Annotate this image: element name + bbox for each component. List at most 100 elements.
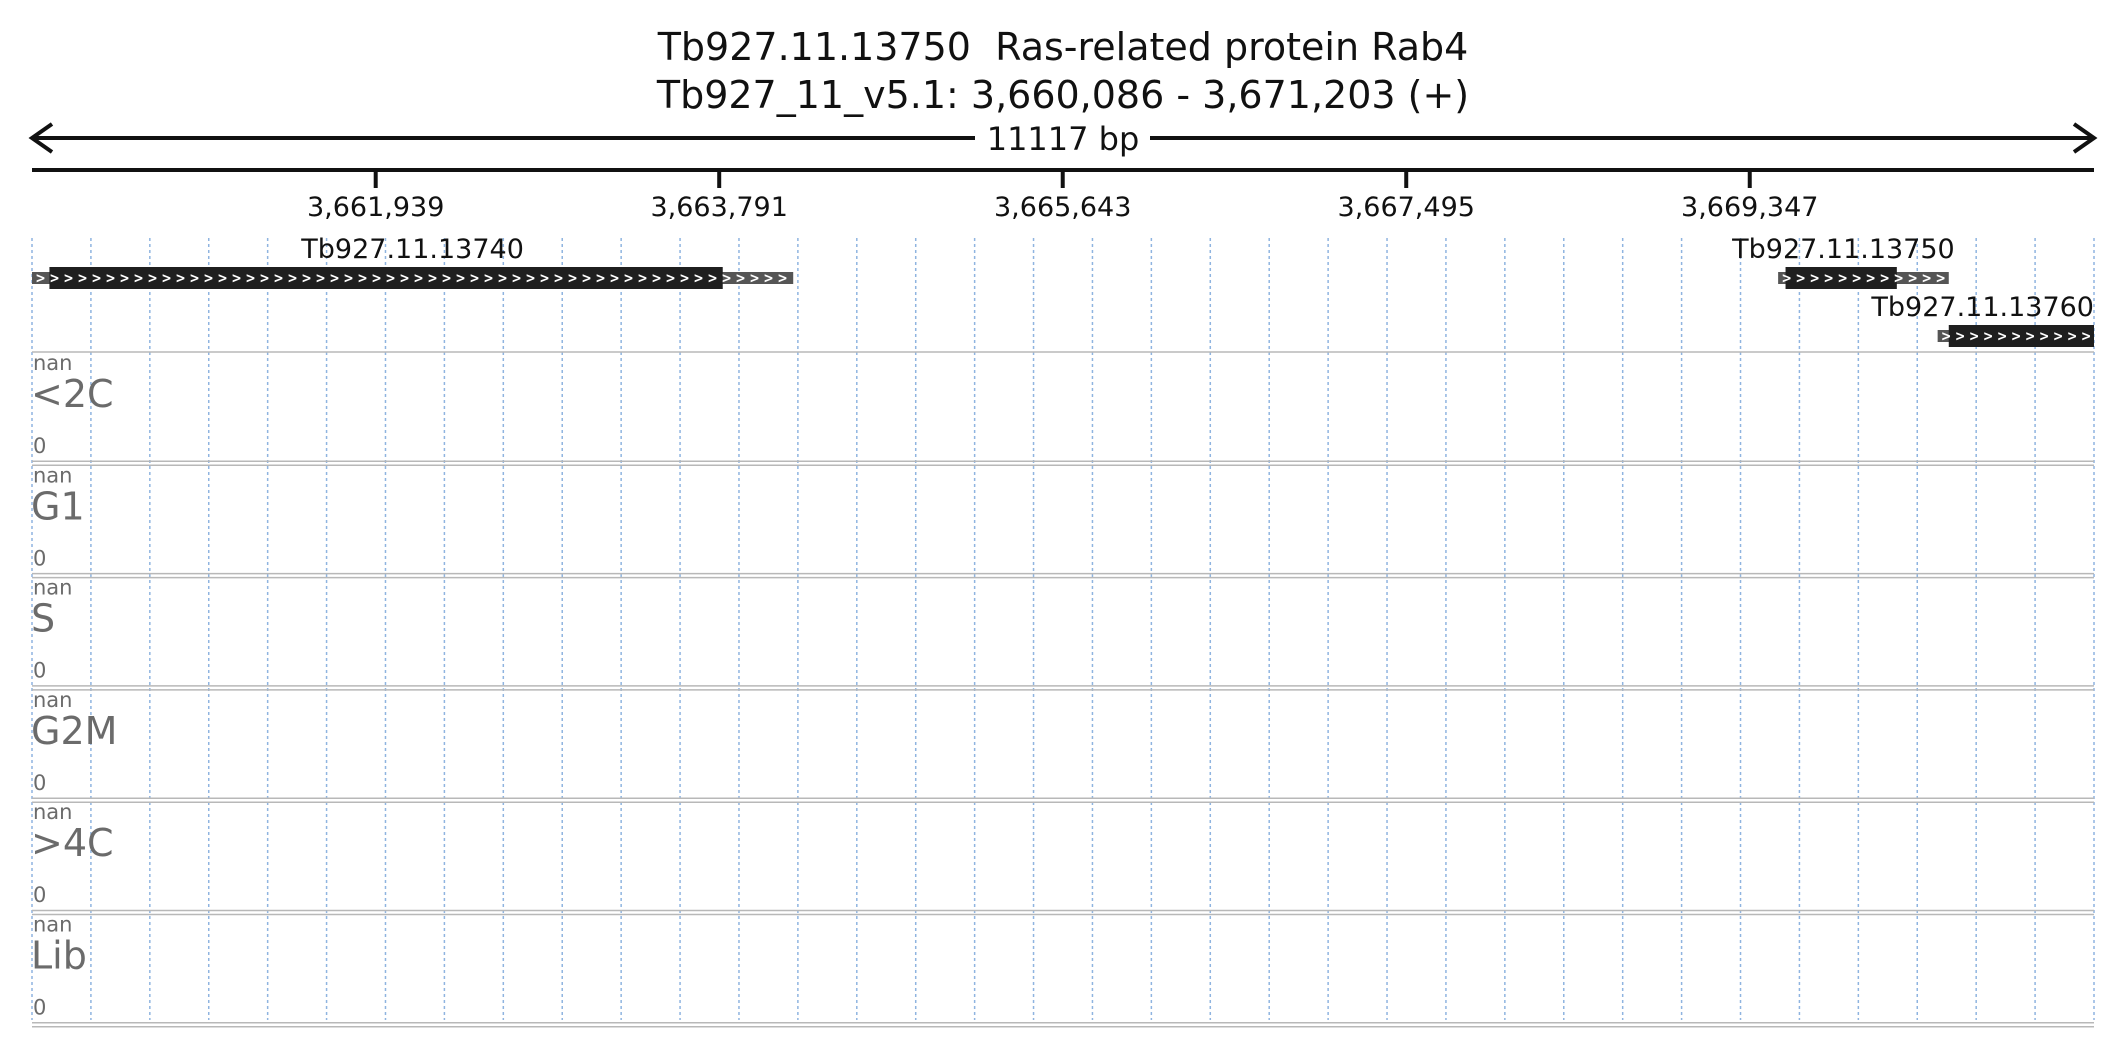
strand-arrow-icon: >	[414, 269, 423, 287]
strand-arrow-icon: >	[2068, 327, 2077, 345]
track-min-label: 0	[33, 546, 46, 570]
strand-arrow-icon: >	[2082, 327, 2091, 345]
strand-arrow-icon: >	[638, 269, 647, 287]
strand-arrow-icon: >	[428, 269, 437, 287]
strand-arrow-icon: >	[78, 269, 87, 287]
strand-arrow-icon: >	[610, 269, 619, 287]
gene-cds	[1948, 325, 2094, 347]
strand-arrow-icon: >	[372, 269, 381, 287]
track-min-label: 0	[33, 771, 46, 795]
gene-label: Tb927.11.13750	[1731, 234, 1955, 265]
strand-arrow-icon: >	[1838, 269, 1847, 287]
track-min-label: 0	[33, 883, 46, 907]
strand-arrow-icon: >	[1956, 327, 1965, 345]
strand-arrow-icon: >	[470, 269, 479, 287]
strand-arrow-icon: >	[456, 269, 465, 287]
strand-arrow-icon: >	[1782, 269, 1791, 287]
strand-arrow-icon: >	[442, 269, 451, 287]
strand-arrow-icon: >	[120, 269, 129, 287]
strand-arrow-icon: >	[92, 269, 101, 287]
strand-arrow-icon: >	[652, 269, 661, 287]
strand-arrow-icon: >	[582, 269, 591, 287]
strand-arrow-icon: >	[680, 269, 689, 287]
strand-arrow-icon: >	[2040, 327, 2049, 345]
track-max-label: nan	[33, 351, 73, 375]
track-name: S	[31, 597, 55, 641]
strand-arrow-icon: >	[1852, 269, 1861, 287]
strand-arrow-icon: >	[246, 269, 255, 287]
strand-arrow-icon: >	[498, 269, 507, 287]
strand-arrow-icon: >	[1984, 327, 1993, 345]
strand-arrow-icon: >	[736, 269, 745, 287]
strand-arrow-icon: >	[764, 269, 773, 287]
gene-label: Tb927.11.13740	[300, 234, 524, 265]
track-max-label: nan	[33, 576, 73, 600]
strand-arrow-icon: >	[2012, 327, 2021, 345]
track-name: <2C	[31, 372, 114, 416]
gene-Tb927.11.13760[interactable]: > > > > > > > > > > > Tb927.11.13760	[1870, 292, 2094, 347]
title-line-1: Tb927.11.13750 Ras-related protein Rab4	[657, 25, 1469, 69]
strand-arrow-icon: >	[64, 269, 73, 287]
axis-tick-label: 3,665,643	[994, 192, 1131, 223]
strand-arrow-icon: >	[106, 269, 115, 287]
strand-arrow-icon: >	[624, 269, 633, 287]
strand-arrow-icon: >	[190, 269, 199, 287]
strand-arrow-icon: >	[1894, 269, 1903, 287]
strand-arrow-icon: >	[2026, 327, 2035, 345]
strand-arrow-icon: >	[330, 269, 339, 287]
strand-arrow-icon: >	[568, 269, 577, 287]
strand-arrow-icon: >	[2054, 327, 2063, 345]
gene-cds	[1785, 267, 1897, 289]
strand-arrow-icon: >	[694, 269, 703, 287]
strand-arrow-icon: >	[36, 269, 45, 287]
track-name: Lib	[31, 934, 87, 978]
strand-arrow-icon: >	[1866, 269, 1875, 287]
strand-arrow-icon: >	[596, 269, 605, 287]
strand-arrow-icon: >	[666, 269, 675, 287]
axis-tick-label: 3,669,347	[1681, 192, 1818, 223]
strand-arrow-icon: >	[232, 269, 241, 287]
strand-arrow-icon: >	[1810, 269, 1819, 287]
track-min-label: 0	[33, 659, 46, 683]
gene-models: > > > > > > > > > > > > > > > > > > > > > > > > > > > > > > > > > > > > > > > >…	[32, 234, 2094, 347]
axis-tick-label: 3,661,939	[307, 192, 444, 223]
grid-lines	[31, 238, 2095, 1020]
strand-arrow-icon: >	[526, 269, 535, 287]
strand-arrow-icon: >	[218, 269, 227, 287]
strand-arrow-icon: >	[1796, 269, 1805, 287]
strand-arrow-icon: >	[1970, 327, 1979, 345]
track-max-label: nan	[33, 913, 73, 937]
gene-Tb927.11.13750[interactable]: > > > > > > > > > > > > Tb927.11.13750	[1731, 234, 1955, 289]
axis-tick-label: 3,663,791	[650, 192, 787, 223]
strand-arrow-icon: >	[1908, 269, 1917, 287]
strand-arrow-icon: >	[540, 269, 549, 287]
strand-arrow-icon: >	[1824, 269, 1833, 287]
strand-arrow-icon: >	[386, 269, 395, 287]
track-max-label: nan	[33, 800, 73, 824]
strand-arrow-icon: >	[134, 269, 143, 287]
strand-arrow-icon: >	[1922, 269, 1931, 287]
strand-arrow-icon: >	[148, 269, 157, 287]
title-line-2: Tb927_11_v5.1: 3,660,086 - 3,671,203 (+)	[656, 73, 1469, 117]
strand-arrow-icon: >	[302, 269, 311, 287]
span-arrow	[28, 122, 2098, 154]
gene-Tb927.11.13740[interactable]: > > > > > > > > > > > > > > > > > > > > > > > > > > > > > > > > > > > > > > > >…	[32, 234, 794, 289]
track-max-label: nan	[33, 463, 73, 487]
strand-arrow-icon: >	[400, 269, 409, 287]
strand-arrow-icon: >	[260, 269, 269, 287]
track-0: nan<2C 0	[31, 351, 2094, 467]
strand-arrow-icon: >	[344, 269, 353, 287]
track-min-label: 0	[33, 434, 46, 458]
track-max-label: nan	[33, 688, 73, 712]
strand-arrow-icon: >	[358, 269, 367, 287]
strand-arrow-icon: >	[1942, 327, 1951, 345]
track-4: nan>4C 0	[31, 800, 2094, 916]
gene-cds	[49, 267, 723, 289]
strand-arrow-icon: >	[512, 269, 521, 287]
strand-arrow-icon: >	[1998, 327, 2007, 345]
